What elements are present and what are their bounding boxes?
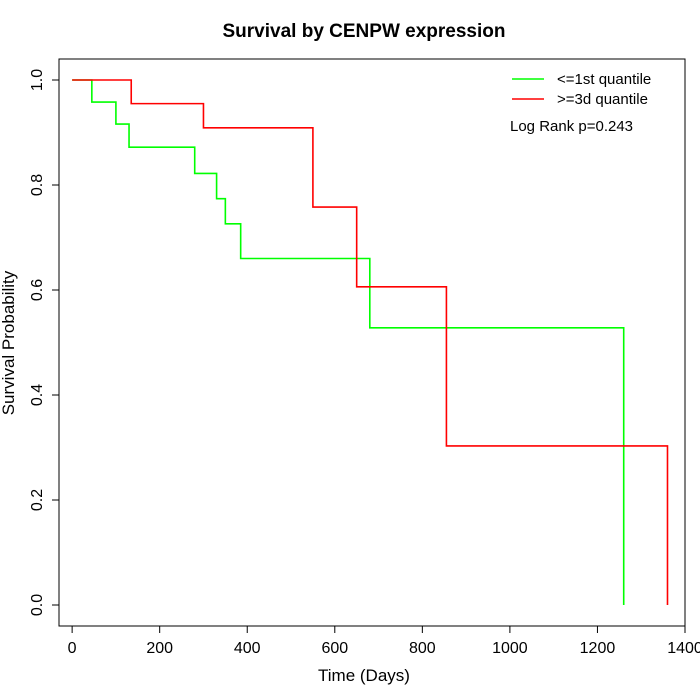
- x-axis-label: Time (Days): [318, 666, 410, 685]
- y-tick-label: 0.8: [29, 174, 46, 196]
- series-layer: [72, 79, 669, 605]
- y-tick-label: 1.0: [29, 69, 46, 91]
- y-axis-label: Survival Probability: [0, 270, 18, 415]
- x-tick-label: 400: [234, 640, 261, 657]
- x-tick-label: 1400: [667, 640, 700, 657]
- y-tick-label: 0.0: [29, 594, 46, 616]
- log-rank-annotation: Log Rank p=0.243: [510, 118, 633, 135]
- chart-title: Survival by CENPW expression: [223, 21, 506, 42]
- legend-label: <=1st quantile: [557, 71, 651, 88]
- legend: <=1st quantile >=3d quantile: [512, 71, 651, 108]
- series-line-2: [72, 79, 669, 605]
- y-tick-label: 0.4: [29, 384, 46, 406]
- y-tick-label: 0.6: [29, 279, 46, 301]
- x-axis: 0 200 400 600 800 1000 1200 1400: [68, 625, 700, 657]
- x-tick-label: 200: [146, 640, 173, 657]
- legend-label: >=3d quantile: [557, 91, 648, 108]
- y-axis: 0.0 0.2 0.4 0.6 0.8 1.0: [29, 69, 60, 616]
- x-tick-label: 1000: [492, 640, 528, 657]
- x-tick-label: 800: [409, 640, 436, 657]
- x-tick-label: 1200: [580, 640, 616, 657]
- series-line-1: [72, 79, 625, 605]
- x-tick-label: 0: [68, 640, 77, 657]
- y-tick-label: 0.2: [29, 489, 46, 511]
- plot-frame: [58, 58, 686, 627]
- x-tick-label: 600: [321, 640, 348, 657]
